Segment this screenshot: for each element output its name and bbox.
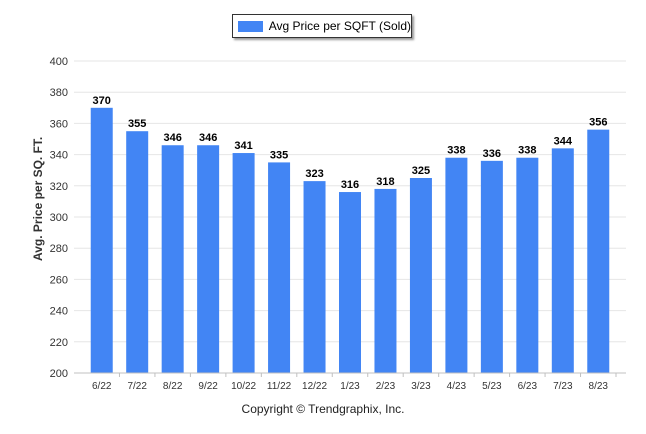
- y-tick-label: 280: [50, 243, 68, 255]
- y-axis-ticks: 200 220 240 260 280 300 320 340 360 380 400: [50, 56, 68, 380]
- y-tick-label: 240: [50, 306, 68, 318]
- bar: [268, 162, 291, 373]
- x-tick-label: 6/22: [92, 381, 112, 392]
- data-label: 325: [412, 165, 430, 177]
- y-tick-label: 300: [50, 212, 68, 224]
- y-tick-label: 200: [50, 368, 68, 380]
- y-tick-label: 400: [50, 56, 68, 68]
- data-label: 356: [589, 117, 607, 129]
- bar: [516, 157, 539, 373]
- legend-swatch: [238, 20, 263, 32]
- data-label: 346: [163, 132, 181, 144]
- bar: [303, 181, 326, 373]
- x-tick-label: 4/23: [447, 381, 467, 392]
- y-tick-label: 320: [50, 181, 68, 193]
- data-label: 355: [128, 118, 146, 130]
- x-tick-label: 11/22: [267, 381, 292, 392]
- x-tick-label: 7/23: [553, 381, 573, 392]
- bars: [90, 107, 610, 374]
- y-tick-label: 220: [50, 337, 68, 349]
- data-label: 341: [234, 140, 252, 152]
- bar: [232, 153, 255, 373]
- y-axis-title: Avg. Price per SQ. FT.: [31, 136, 45, 261]
- bar: [197, 145, 220, 373]
- legend: Avg Price per SQFT (Sold): [232, 14, 412, 38]
- bar: [551, 148, 574, 373]
- data-label: 316: [341, 179, 359, 191]
- x-tick-label: 6/23: [518, 381, 538, 392]
- x-tick-label: 3/23: [411, 381, 431, 392]
- data-label: 338: [518, 145, 536, 157]
- bar: [161, 145, 184, 373]
- x-tick-label: 12/22: [302, 381, 327, 392]
- x-tick-label: 2/23: [376, 381, 396, 392]
- data-label: 335: [270, 149, 288, 161]
- legend-label: Avg Price per SQFT (Sold): [268, 19, 411, 33]
- copyright-footer: Copyright © Trendgraphix, Inc.: [241, 402, 405, 416]
- data-label: 370: [93, 95, 111, 107]
- y-tick-label: 360: [50, 118, 68, 130]
- bar: [339, 192, 361, 373]
- data-label: 323: [305, 168, 323, 180]
- x-tick-label: 8/22: [163, 381, 183, 392]
- x-tick-label: 7/22: [127, 381, 147, 392]
- bar: [409, 178, 432, 373]
- x-tick-label: 9/22: [198, 381, 218, 392]
- x-axis-ticks: 6/22 7/22 8/22 9/22 10/22 11/22 12/22 1/23 2/23 3…: [92, 373, 617, 392]
- x-tick-label: 10/22: [231, 381, 256, 392]
- data-label: 318: [376, 176, 394, 188]
- bar: [126, 131, 149, 373]
- x-tick-label: 5/23: [482, 381, 502, 392]
- y-tick-label: 380: [50, 87, 68, 99]
- data-label: 336: [483, 148, 501, 160]
- data-label: 344: [554, 135, 573, 147]
- data-label: 338: [447, 145, 465, 157]
- y-tick-label: 340: [50, 150, 68, 162]
- bar: [445, 157, 468, 373]
- bar: [374, 188, 397, 373]
- x-tick-label: 8/23: [589, 381, 609, 392]
- data-labels: 370 355 346 346 341 335 323 316 318 325 338 336 338 3…: [93, 95, 608, 191]
- bar: [90, 107, 113, 374]
- bar: [587, 129, 610, 373]
- data-label: 346: [199, 132, 217, 144]
- x-tick-label: 1/23: [340, 381, 360, 392]
- bar: [480, 160, 503, 373]
- y-tick-label: 260: [50, 274, 68, 286]
